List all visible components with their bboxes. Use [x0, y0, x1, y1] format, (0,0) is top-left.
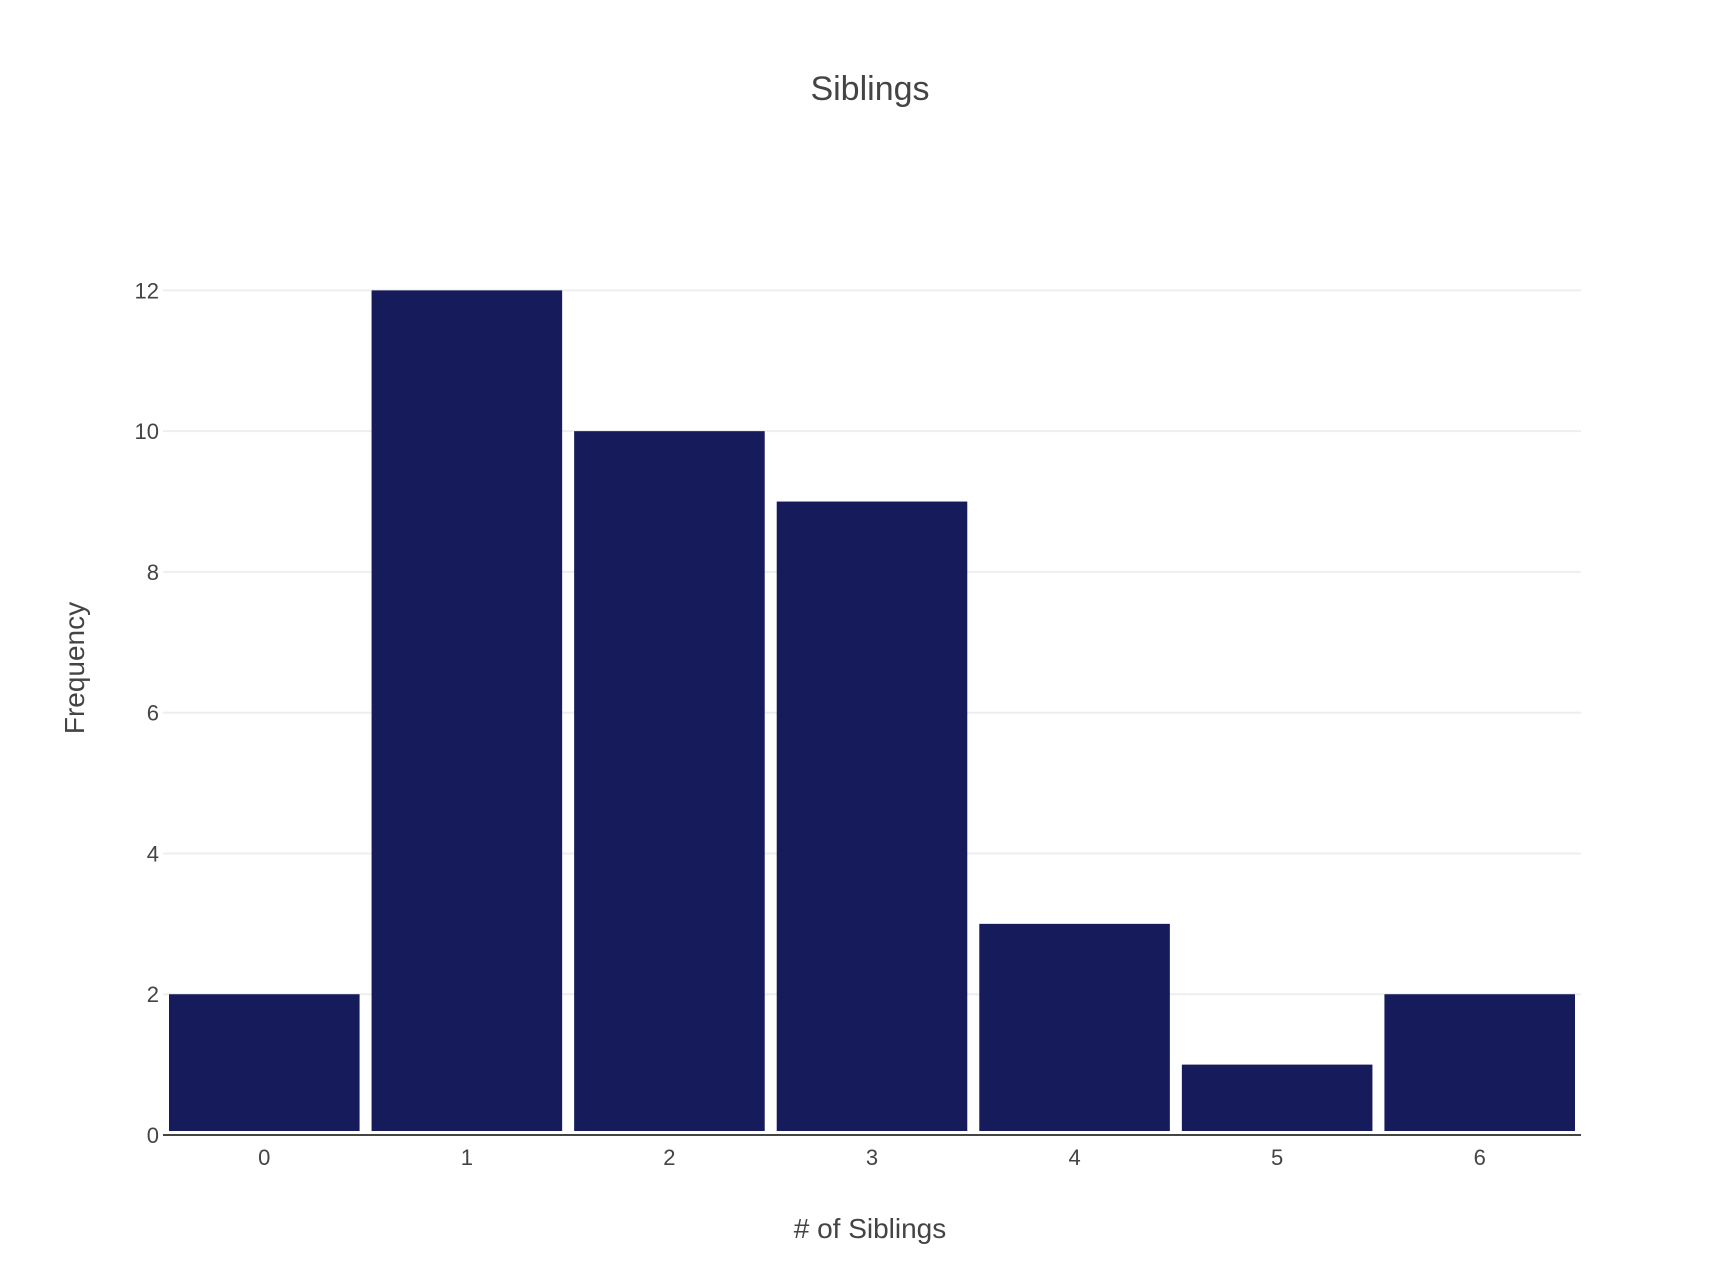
y-tick-label: 2 [147, 982, 159, 1007]
chart-title: Siblings [810, 70, 929, 108]
bars-layer [169, 290, 1575, 1132]
bar-6 [1384, 994, 1575, 1131]
y-tick-label: 12 [135, 278, 159, 303]
y-tick-label: 4 [147, 841, 159, 866]
y-tick-label: 8 [147, 560, 159, 585]
x-axis-title: # of Siblings [794, 1213, 947, 1244]
bar-2 [574, 431, 765, 1132]
y-tick-label: 10 [135, 419, 159, 444]
bar-0 [169, 994, 360, 1131]
bar-4 [979, 923, 1170, 1131]
x-tick-label: 4 [1068, 1145, 1080, 1170]
x-tick-label: 3 [866, 1145, 878, 1170]
bar-3 [776, 501, 968, 1131]
bar-1 [371, 290, 563, 1131]
x-tick-label: 1 [461, 1145, 473, 1170]
x-tick-label: 5 [1271, 1145, 1283, 1170]
y-tick-label: 0 [147, 1123, 159, 1148]
y-axis-title: Frequency [59, 602, 90, 734]
bar-5 [1181, 1064, 1373, 1131]
y-tick-labels: 0 2 4 6 8 10 12 [135, 278, 159, 1148]
x-tick-labels: 0 1 2 3 4 5 6 [258, 1145, 1486, 1170]
y-tick-label: 6 [147, 701, 159, 726]
x-tick-label: 2 [663, 1145, 675, 1170]
x-tick-label: 0 [258, 1145, 270, 1170]
x-tick-label: 6 [1474, 1145, 1486, 1170]
